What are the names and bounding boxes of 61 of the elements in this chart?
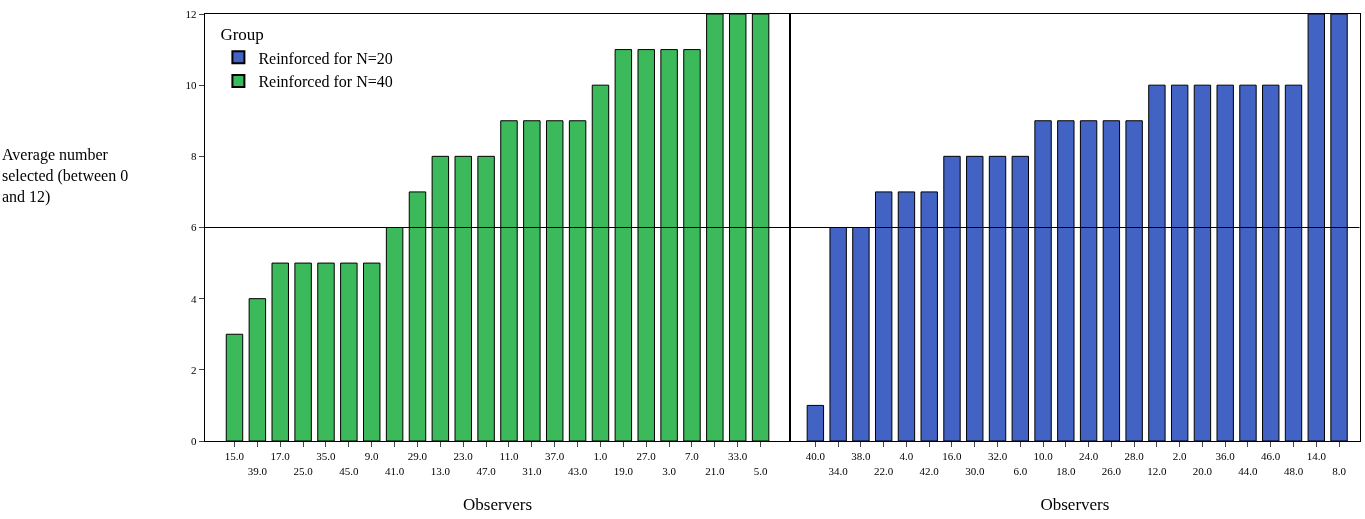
- x-tick-label: 36.0: [1215, 450, 1236, 463]
- x-tick-label: 21.0: [705, 464, 725, 477]
- x-tick-label: 41.0: [384, 464, 405, 477]
- x-tick-label: 32.0: [987, 450, 1008, 463]
- x-tick-label: 43.0: [567, 464, 588, 477]
- x-tick-label: 10.0: [1033, 450, 1054, 463]
- x-tick-label: 38.0: [851, 450, 872, 463]
- x-tick-label: 46.0: [1261, 450, 1281, 463]
- y-tick-label: 4: [191, 292, 198, 305]
- x-tick-label: 13.0: [430, 464, 451, 477]
- x-tick-label: 1.0: [593, 450, 608, 463]
- x-tick-label: 34.0: [828, 464, 849, 477]
- x-tick-label: 6.0: [1013, 464, 1028, 477]
- x-tick-label: 24.0: [1078, 450, 1099, 463]
- x-tick-label: 19.0: [613, 464, 634, 477]
- x-tick-label: 26.0: [1101, 464, 1122, 477]
- x-tick-label: 25.0: [293, 464, 314, 477]
- x-tick-label: 44.0: [1238, 464, 1259, 477]
- x-tick-label: 28.0: [1124, 450, 1145, 463]
- legend-label: Reinforced for N=40: [258, 73, 393, 91]
- x-tick-label: 16.0: [942, 450, 963, 463]
- x-tick-label: 20.0: [1192, 464, 1213, 477]
- y-tick-label: 8: [191, 150, 198, 163]
- x-tick-label: 37.0: [545, 450, 565, 463]
- x-tick-label: 9.0: [364, 450, 380, 463]
- x-tick-label: 33.0: [728, 450, 748, 463]
- y-axis-title: Average number selected (between 0 and 12): [2, 146, 129, 206]
- x-tick-label: 39.0: [247, 464, 268, 477]
- y-tick-label: 2: [191, 363, 197, 376]
- x-tick-label: 4.0: [899, 450, 914, 463]
- x-tick-label: 3.0: [662, 464, 677, 477]
- x-tick-label: 30.0: [965, 464, 985, 477]
- x-tick-label: 22.0: [874, 464, 894, 477]
- x-tick-label: 27.0: [636, 450, 657, 463]
- y-tick-label: 0: [191, 434, 198, 447]
- x-tick-label: 12.0: [1147, 464, 1168, 477]
- x-tick-label: 47.0: [476, 464, 497, 477]
- x-tick-label: 15.0: [224, 450, 245, 463]
- x-tick-label: 40.0: [805, 450, 826, 463]
- x-tick-label: 2.0: [1172, 450, 1188, 463]
- legend-title: Group: [220, 25, 264, 45]
- x-tick-label: 14.0: [1306, 450, 1327, 463]
- x-tick-label: 8.0: [1332, 464, 1347, 477]
- x-tick-label: 45.0: [339, 464, 359, 477]
- y-tick-label: 6: [191, 221, 198, 234]
- x-tick-label: 7.0: [685, 450, 700, 463]
- legend-label: Reinforced for N=20: [258, 49, 393, 67]
- x-tick-label: 35.0: [316, 450, 337, 463]
- x-tick-label: 11.0: [499, 450, 519, 463]
- x-axis-title: Observers: [463, 494, 532, 514]
- x-tick-label: 31.0: [522, 464, 542, 477]
- x-axis-title: Observers: [1040, 494, 1110, 514]
- x-tick-label: 42.0: [919, 464, 940, 477]
- x-tick-label: 5.0: [753, 464, 768, 477]
- x-tick-label: 48.0: [1283, 464, 1304, 477]
- x-tick-label: 29.0: [407, 450, 428, 463]
- y-tick-label: 10: [185, 79, 198, 92]
- x-tick-label: 18.0: [1056, 464, 1076, 477]
- y-tick-label: 12: [185, 7, 197, 20]
- x-tick-label: 23.0: [453, 450, 474, 463]
- x-tick-label: 17.0: [270, 450, 291, 463]
